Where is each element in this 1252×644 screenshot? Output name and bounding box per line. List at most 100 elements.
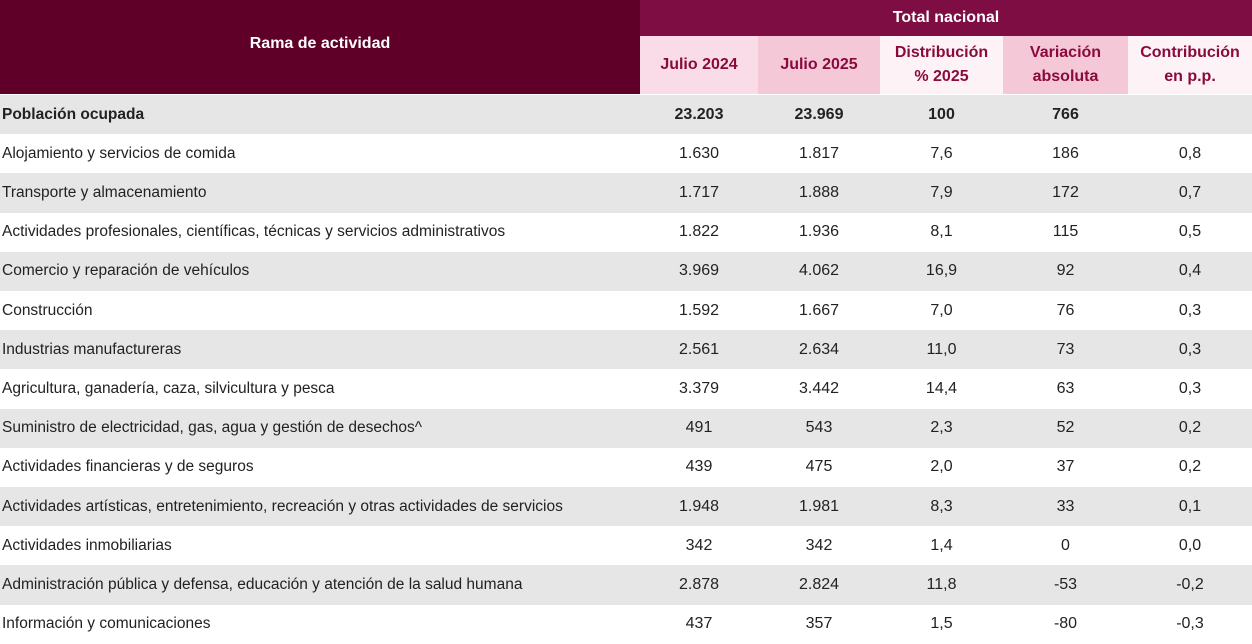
cell: 2.824 bbox=[798, 575, 840, 593]
cell: 0,2 bbox=[1178, 419, 1202, 437]
row-background bbox=[0, 526, 1252, 566]
column-header-line: en p.p. bbox=[1164, 68, 1216, 85]
column-header-line: Variación bbox=[1029, 44, 1102, 61]
cell: 100 bbox=[928, 105, 955, 123]
column-header-line: Distribución bbox=[894, 44, 989, 61]
cell: 23.969 bbox=[794, 105, 844, 123]
column-header: Distribución % 2025 bbox=[880, 36, 1003, 94]
cell: 342 bbox=[805, 536, 833, 554]
cell: 8,3 bbox=[930, 497, 953, 515]
cell: 2,0 bbox=[930, 458, 953, 476]
column-header-line: Julio 2024 bbox=[660, 56, 738, 73]
cell: 172 bbox=[1052, 183, 1079, 201]
row-background bbox=[0, 291, 1252, 331]
column-header: Julio 2025 bbox=[758, 36, 880, 94]
cell: 543 bbox=[805, 419, 833, 437]
row-background bbox=[0, 369, 1252, 409]
row-label: Información y comunicaciones bbox=[2, 615, 211, 633]
cell: -0,3 bbox=[1176, 615, 1204, 633]
cell: 0,5 bbox=[1178, 223, 1202, 241]
cell: 8,1 bbox=[930, 223, 953, 241]
column-header-line: % 2025 bbox=[914, 68, 969, 85]
group-header: Total nacional bbox=[640, 0, 1252, 36]
cell: 475 bbox=[805, 458, 833, 476]
row-label: Construcción bbox=[2, 301, 93, 319]
cell: 439 bbox=[685, 458, 713, 476]
cell: 0,7 bbox=[1178, 183, 1202, 201]
cell: 2.561 bbox=[678, 340, 720, 358]
cell: 1.592 bbox=[678, 301, 720, 319]
column-header-line: absoluta bbox=[1032, 68, 1099, 85]
cell: 1.948 bbox=[678, 497, 720, 515]
cell: 766 bbox=[1052, 105, 1079, 123]
cell: -53 bbox=[1053, 575, 1078, 593]
cell: 14,4 bbox=[925, 379, 958, 397]
cell: 37 bbox=[1056, 458, 1075, 476]
cell: 0 bbox=[1061, 536, 1070, 554]
cell: 0,1 bbox=[1178, 497, 1202, 515]
cell: 491 bbox=[685, 419, 713, 437]
cell: 0,2 bbox=[1178, 458, 1202, 476]
column-header: Variación absoluta bbox=[1003, 36, 1128, 94]
cell: 4.062 bbox=[798, 262, 840, 280]
row-background bbox=[0, 565, 1252, 605]
row-background bbox=[0, 447, 1252, 487]
cell: 1.630 bbox=[678, 144, 720, 162]
cell: 1.822 bbox=[678, 223, 720, 241]
row-background bbox=[0, 212, 1252, 252]
row-label: Comercio y reparación de vehículos bbox=[2, 262, 250, 280]
cell: 11,8 bbox=[926, 575, 957, 593]
cell: 1.981 bbox=[798, 497, 840, 515]
cell: 2.878 bbox=[678, 575, 720, 593]
cell: 1,4 bbox=[930, 536, 953, 554]
cell: 342 bbox=[685, 536, 713, 554]
row-label-header: Rama de actividad bbox=[0, 0, 640, 94]
cell: 2,3 bbox=[930, 419, 953, 437]
row-background bbox=[0, 408, 1252, 448]
cell: 23.203 bbox=[674, 105, 724, 123]
row-label: Transporte y almacenamiento bbox=[2, 183, 207, 201]
cell: 7,6 bbox=[930, 144, 953, 162]
cell: 0,0 bbox=[1178, 536, 1202, 554]
cell: -80 bbox=[1053, 615, 1078, 633]
cell: 2.634 bbox=[798, 340, 840, 358]
cell: 3.379 bbox=[678, 379, 720, 397]
column-header-line: Contribución bbox=[1140, 44, 1240, 61]
row-label: Actividades artísticas, entretenimiento,… bbox=[2, 497, 563, 515]
row-background bbox=[0, 330, 1252, 370]
cell: 73 bbox=[1056, 340, 1075, 358]
row-background bbox=[0, 487, 1252, 527]
column-header: Julio 2024 bbox=[640, 36, 758, 94]
cell: 1.936 bbox=[798, 223, 840, 241]
row-background bbox=[0, 251, 1252, 291]
cell: 76 bbox=[1056, 301, 1075, 319]
row-label: Agricultura, ganadería, caza, silvicultu… bbox=[2, 379, 335, 397]
row-background bbox=[0, 173, 1252, 213]
cell: 1.667 bbox=[798, 301, 840, 319]
cell: 186 bbox=[1052, 144, 1079, 162]
row-label: Alojamiento y servicios de comida bbox=[2, 144, 236, 162]
cell: 11,0 bbox=[926, 340, 957, 358]
row-background bbox=[0, 134, 1252, 174]
cell: 1,5 bbox=[930, 615, 953, 633]
row-label: Actividades inmobiliarias bbox=[2, 536, 172, 554]
cell: 7,9 bbox=[930, 183, 953, 201]
row-background bbox=[0, 95, 1252, 135]
column-header-line: Julio 2025 bbox=[780, 56, 858, 73]
cell: 1.888 bbox=[798, 183, 840, 201]
cell: 115 bbox=[1052, 223, 1079, 241]
row-label: Actividades financieras y de seguros bbox=[2, 458, 254, 476]
row-label: Población ocupada bbox=[2, 105, 145, 123]
cell: 92 bbox=[1056, 262, 1075, 280]
cell: 52 bbox=[1056, 419, 1075, 437]
cell: 0,3 bbox=[1178, 301, 1202, 319]
cell: 3.442 bbox=[798, 379, 840, 397]
cell: 3.969 bbox=[678, 262, 720, 280]
row-background bbox=[0, 604, 1252, 644]
cell: 1.817 bbox=[798, 144, 840, 162]
row-label: Actividades profesionales, científicas, … bbox=[2, 223, 506, 241]
cell: 33 bbox=[1056, 497, 1075, 515]
cell: 7,0 bbox=[930, 301, 953, 319]
